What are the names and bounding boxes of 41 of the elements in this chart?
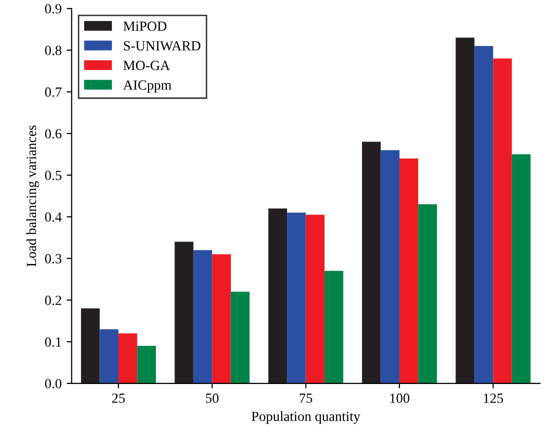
x-tick-label: 50	[206, 394, 219, 403]
bar	[100, 329, 118, 384]
y-tick-label: 0.4	[45, 212, 62, 222]
bar	[474, 46, 494, 384]
y-tick-label: 0.3	[45, 254, 62, 264]
x-tick-label: 100	[390, 394, 410, 403]
legend-label: MO-GA	[123, 60, 170, 70]
bar	[399, 158, 418, 384]
y-tick-label: 0.8	[45, 46, 62, 56]
bar	[287, 212, 306, 384]
bar	[268, 208, 288, 384]
bar	[324, 270, 344, 384]
bar	[230, 292, 250, 384]
bar	[512, 154, 531, 384]
bar	[306, 214, 325, 384]
x-tick-label: 125	[484, 394, 504, 403]
y-tick-label: 0.7	[45, 87, 62, 97]
y-tick-label: 0.0	[45, 378, 62, 388]
legend-label: AICppm	[123, 80, 172, 93]
y-tick-label: 0.9	[45, 4, 62, 14]
bar	[137, 346, 156, 384]
x-tick-label: 75	[300, 394, 312, 403]
bar	[174, 242, 194, 384]
y-tick-label: 0.2	[45, 296, 62, 306]
y-tick-label: 0.1	[45, 337, 62, 347]
y-tick-label: 0.6	[45, 129, 62, 138]
bar	[118, 333, 138, 384]
bar	[362, 142, 381, 384]
bar	[456, 38, 474, 384]
legend-label: MiPOD	[123, 22, 166, 31]
bar	[80, 308, 100, 384]
y-axis-title: Load balancing variances	[26, 126, 39, 267]
y-tick-label: 0.5	[45, 170, 62, 180]
x-axis-title: Population quantity	[252, 411, 360, 424]
bar	[493, 58, 512, 384]
bar	[193, 250, 212, 384]
x-tick-label: 25	[112, 394, 125, 403]
bar	[418, 204, 437, 384]
bar	[212, 254, 231, 384]
bar	[380, 150, 400, 384]
legend-label: S-UNIWARD	[124, 41, 200, 51]
